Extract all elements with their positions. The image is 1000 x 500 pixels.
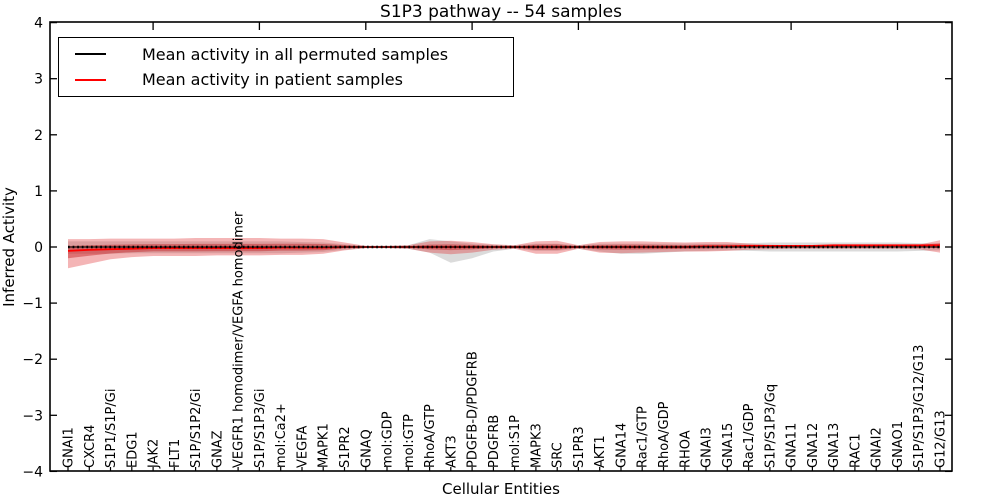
- permuted-line-swatch: [75, 53, 106, 56]
- x-tick-label: GNA11: [785, 423, 800, 468]
- x-tick-label: GNAZ: [210, 430, 225, 468]
- x-tick-label: PDGFRB: [487, 415, 502, 468]
- x-tick-label: S1P1/S1P/Gi: [104, 389, 119, 468]
- x-tick-label: GNA12: [806, 423, 821, 468]
- y-tick-label: 4: [34, 16, 43, 32]
- x-tick-label: Rac1/GTP: [636, 406, 651, 468]
- x-tick-label: FLT1: [168, 439, 183, 468]
- x-tick-label: MAPK1: [317, 423, 332, 468]
- x-tick-label: S1P/S1P3/G12/G13: [912, 345, 927, 468]
- x-tick-label: RHOA: [678, 430, 693, 468]
- y-tick-label: −4: [22, 464, 43, 480]
- x-tick-label: mol:Ca2+: [274, 403, 289, 468]
- x-tick-label: CXCR4: [83, 425, 98, 468]
- x-tick-label: G12/G13: [934, 410, 949, 468]
- y-axis-label: Inferred Activity: [0, 187, 18, 307]
- x-tick-label: GNAI1: [62, 427, 77, 468]
- patient-line-swatch: [75, 78, 106, 81]
- x-tick-label: PDGFB-D/PDGFRB: [466, 351, 481, 468]
- x-tick-label: GNAQ: [359, 429, 374, 468]
- x-tick-label: MAPK3: [529, 423, 544, 468]
- x-tick-label: GNAI3: [700, 427, 715, 468]
- x-tick-label: RAC1: [848, 433, 863, 468]
- x-tick-label: RhoA/GDP: [657, 401, 672, 468]
- x-tick-label: VEGFA: [296, 426, 311, 468]
- x-tick-label: Rac1/GDP: [742, 403, 757, 468]
- legend-label-permuted: Mean activity in all permuted samples: [142, 44, 449, 64]
- x-tick-label: RhoA/GTP: [423, 404, 438, 468]
- x-tick-label: S1P/S1P3/Gi: [253, 389, 268, 468]
- chart-title: S1P3 pathway -- 54 samples: [380, 2, 622, 22]
- x-tick-label: S1P/S1P2/Gi: [189, 389, 204, 468]
- x-tick-label: JAK2: [147, 439, 162, 469]
- x-tick-label: AKT1: [593, 435, 608, 468]
- x-tick-label: S1P/S1P3/Gq: [763, 384, 778, 468]
- y-tick-label: −2: [22, 352, 43, 368]
- legend: Mean activity in all permuted samples Me…: [58, 37, 514, 97]
- y-tick-label: −1: [22, 296, 43, 312]
- x-tick-label: VEGFR1 homodimer/VEGFA homodimer: [232, 211, 247, 468]
- x-tick-label: mol:GTP: [402, 414, 417, 468]
- x-tick-label: S1PR2: [338, 426, 353, 468]
- x-tick-label: GNA13: [827, 423, 842, 468]
- legend-label-patient: Mean activity in patient samples: [142, 70, 403, 90]
- y-tick-label: 2: [34, 128, 43, 144]
- x-tick-label: mol:S1P: [508, 415, 523, 468]
- y-tick-label: 3: [34, 72, 43, 88]
- x-tick-label: GNA15: [721, 423, 736, 468]
- x-tick-label: SRC: [551, 442, 566, 468]
- x-axis-label: Cellular Entities: [442, 480, 560, 498]
- x-tick-label: AKT3: [444, 435, 459, 468]
- x-tick-label: GNAO1: [891, 421, 906, 468]
- legend-item-permuted: Mean activity in all permuted samples: [59, 45, 513, 64]
- x-tick-label: GNAI2: [870, 427, 885, 468]
- x-tick-label: GNA14: [615, 423, 630, 468]
- x-tick-label: mol:GDP: [381, 411, 396, 468]
- permuted-std-band: [68, 239, 940, 263]
- x-tick-label: S1PR3: [572, 426, 587, 468]
- legend-item-patient: Mean activity in patient samples: [59, 70, 513, 89]
- y-tick-label: 1: [34, 184, 43, 200]
- y-tick-label: −3: [22, 408, 43, 424]
- x-tick-label: EDG1: [125, 431, 140, 468]
- y-tick-label: 0: [34, 240, 43, 256]
